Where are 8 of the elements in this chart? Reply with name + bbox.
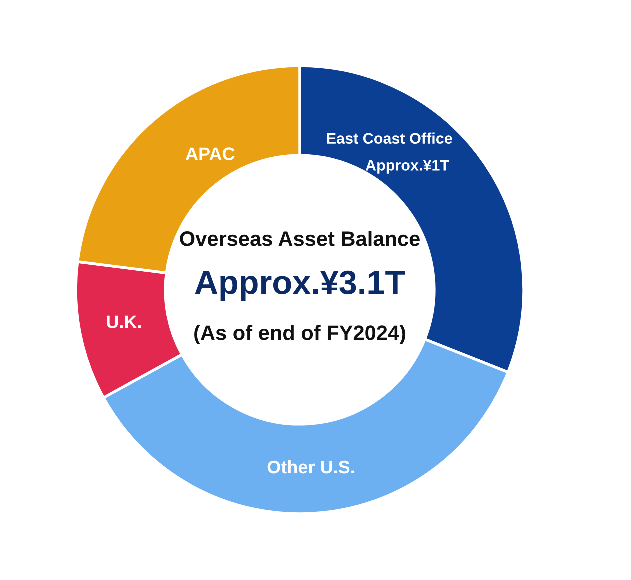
text: (As of end of FY2024) [194,325,406,345]
text: Approx.¥3.1T [195,270,406,302]
slice-label: East Coast Office [327,132,452,144]
text: Overseas Asset Balance [180,231,420,246]
slice-label: U.K. [107,316,142,328]
slice-label: APAC [186,148,235,160]
text: Approx.¥1T [366,160,450,174]
slice-label: Other U.S. [268,460,354,474]
